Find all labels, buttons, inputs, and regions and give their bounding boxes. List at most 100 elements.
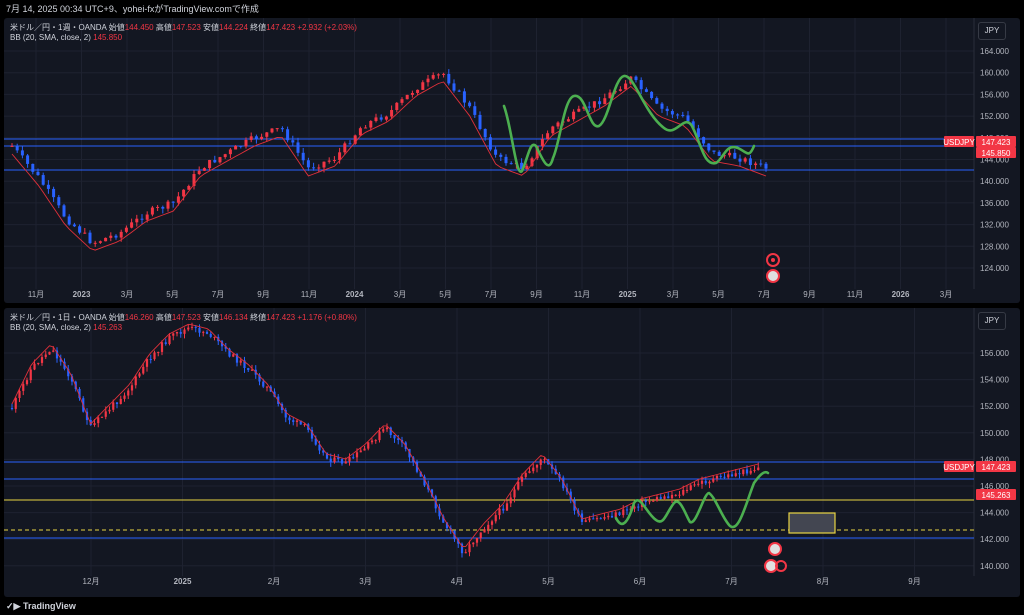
currency-button[interactable]: JPY bbox=[978, 312, 1006, 330]
candle-body bbox=[488, 137, 492, 150]
candle-body bbox=[340, 459, 344, 464]
candle-body bbox=[584, 520, 587, 522]
candle-body bbox=[112, 402, 115, 410]
candle-body bbox=[393, 435, 396, 439]
candle-body bbox=[124, 227, 128, 232]
candle-body bbox=[18, 390, 21, 398]
candle-body bbox=[33, 363, 36, 370]
price-tick-label: 160.000 bbox=[980, 69, 1009, 78]
candle-body bbox=[618, 89, 622, 91]
target-zone-box bbox=[788, 512, 836, 534]
candle-body bbox=[468, 102, 472, 107]
candle-body bbox=[674, 494, 677, 496]
open-label: 始値 bbox=[108, 313, 125, 322]
candle-body bbox=[310, 429, 314, 439]
candle-body bbox=[652, 500, 655, 502]
candle-body bbox=[166, 201, 170, 209]
candle-body bbox=[22, 384, 25, 391]
candle-body bbox=[31, 163, 35, 172]
candle-body bbox=[370, 440, 374, 443]
candle-body bbox=[83, 232, 87, 234]
candle-body bbox=[299, 420, 302, 425]
candle-body bbox=[622, 509, 625, 516]
candle-body bbox=[462, 91, 466, 103]
weekly-chart-panel[interactable]: 164.000160.000156.000152.000148.000144.0… bbox=[4, 18, 1020, 303]
candle-body bbox=[358, 128, 362, 136]
candle-body bbox=[156, 206, 160, 208]
candle-body bbox=[26, 155, 30, 164]
price-tag-label: 145.850 bbox=[982, 149, 1011, 158]
candle-body bbox=[525, 165, 529, 170]
candle-body bbox=[727, 474, 730, 478]
candle-body bbox=[483, 529, 486, 533]
daily-chart-canvas[interactable]: 156.000 154.000 152.000 150.000 148.000 146.0… bbox=[4, 308, 1020, 597]
candle-body bbox=[318, 444, 321, 451]
candle-body bbox=[260, 136, 264, 139]
time-tick-label: 2023 bbox=[73, 290, 91, 299]
candle-body bbox=[149, 359, 152, 361]
candle-body bbox=[513, 489, 516, 498]
candle-body bbox=[234, 145, 238, 150]
candle-body bbox=[748, 158, 752, 166]
price-tag-label: 147.423 bbox=[982, 463, 1011, 472]
weekly-chart-canvas[interactable]: 164.000160.000156.000152.000148.000144.0… bbox=[4, 18, 1020, 303]
candle-body bbox=[286, 129, 290, 141]
price-tick-label: 156.000 bbox=[980, 90, 1009, 99]
time-tick-label: 9月 bbox=[530, 290, 542, 299]
candle-body bbox=[292, 420, 295, 422]
candle-body bbox=[460, 543, 464, 554]
candle-body bbox=[135, 218, 139, 223]
high-label: 高値 bbox=[155, 23, 172, 32]
candle-body bbox=[209, 333, 212, 337]
bb-label: BB (20, SMA, close, 2) bbox=[10, 323, 91, 332]
candle-body bbox=[483, 128, 487, 138]
candle-body bbox=[524, 472, 527, 477]
candle-body bbox=[592, 518, 595, 520]
candle-body bbox=[355, 452, 359, 458]
candle-body bbox=[562, 477, 565, 489]
time-tick-label: 3月 bbox=[394, 290, 406, 299]
open-label: 始値 bbox=[108, 23, 125, 32]
low-label: 安値 bbox=[203, 23, 220, 32]
candle-body bbox=[670, 111, 674, 115]
candle-body bbox=[369, 121, 373, 128]
candle-body bbox=[689, 485, 692, 490]
candle-body bbox=[610, 515, 614, 518]
candle-body bbox=[187, 185, 191, 190]
candle-body bbox=[364, 127, 368, 129]
candle-body bbox=[265, 132, 269, 137]
price-tick-label: 144.000 bbox=[980, 156, 1009, 165]
candle-body bbox=[618, 512, 621, 516]
event-marker-dot bbox=[771, 258, 775, 262]
time-tick-label: 7月 bbox=[485, 290, 497, 299]
daily-chart-panel[interactable]: 156.000 154.000 152.000 150.000 148.000 146.0… bbox=[4, 308, 1020, 597]
candle-body bbox=[660, 103, 664, 109]
candle-body bbox=[509, 163, 513, 165]
candle-body bbox=[528, 471, 531, 473]
candle-body bbox=[138, 373, 141, 377]
candle-body bbox=[715, 475, 719, 479]
candle-body bbox=[580, 513, 584, 522]
time-tick-label: 5月 bbox=[542, 577, 554, 586]
time-tick-label: 11月 bbox=[574, 290, 590, 299]
candle-body bbox=[442, 73, 446, 75]
time-tick-label: 2025 bbox=[619, 290, 637, 299]
candle-body bbox=[405, 94, 409, 100]
candle-body bbox=[712, 150, 716, 152]
candle-body bbox=[625, 509, 629, 511]
candle-body bbox=[176, 196, 180, 203]
candle-body bbox=[89, 420, 92, 426]
candle-body bbox=[213, 336, 216, 338]
candle-body bbox=[659, 497, 662, 499]
candle-body bbox=[15, 145, 19, 151]
price-tag-bg bbox=[944, 461, 974, 472]
candle-body bbox=[40, 357, 44, 363]
candle-body bbox=[749, 470, 752, 474]
candle-body bbox=[197, 170, 201, 175]
currency-button[interactable]: JPY bbox=[978, 22, 1006, 40]
candle-body bbox=[719, 475, 722, 477]
candle-body bbox=[708, 481, 711, 484]
price-tick-label: 156.000 bbox=[980, 349, 1009, 358]
candle-body bbox=[539, 459, 542, 465]
candle-body bbox=[648, 501, 651, 503]
